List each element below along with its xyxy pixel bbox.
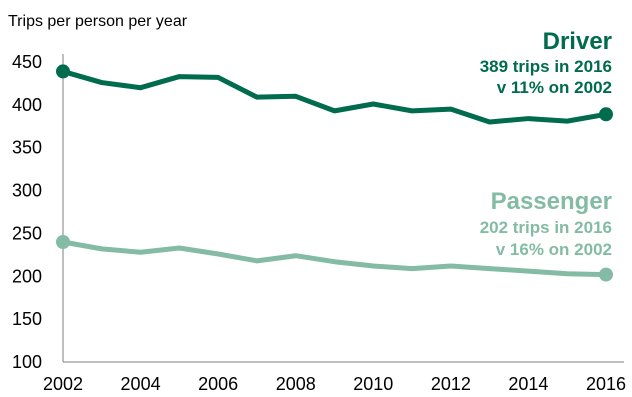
x-tick-label: 2004 bbox=[121, 374, 161, 394]
y-tick-label: 350 bbox=[12, 138, 42, 158]
driver-trips-note: 389 trips in 2016 bbox=[480, 57, 612, 76]
x-tick-label: 2002 bbox=[43, 374, 83, 394]
y-tick-label: 250 bbox=[12, 223, 42, 243]
x-tick-label: 2010 bbox=[353, 374, 393, 394]
y-tick-label: 100 bbox=[12, 352, 42, 372]
x-tick-label: 2016 bbox=[586, 374, 626, 394]
y-tick-label: 450 bbox=[12, 52, 42, 72]
passenger-trips-note: 202 trips in 2016 bbox=[480, 218, 612, 237]
y-tick-label: 150 bbox=[12, 309, 42, 329]
y-axis-title: Trips per person per year bbox=[8, 13, 188, 30]
driver-endpoint-marker bbox=[599, 107, 613, 122]
passenger-series-line bbox=[60, 239, 609, 278]
passenger-change-note: v 16% on 2002 bbox=[496, 240, 612, 259]
x-tick-label: 2008 bbox=[276, 374, 316, 394]
y-tick-label: 200 bbox=[12, 266, 42, 286]
series-layer bbox=[56, 64, 613, 282]
passenger-label: Passenger bbox=[491, 188, 612, 215]
driver-label: Driver bbox=[543, 28, 612, 55]
x-axis-ticks: 2002 2004 2006 2008 2010 2012 2014 2016 bbox=[43, 374, 626, 394]
passenger-endpoint-marker bbox=[56, 235, 70, 249]
x-tick-label: 2014 bbox=[508, 374, 548, 394]
passenger-endpoint-marker bbox=[599, 267, 613, 282]
passenger-annotation: Passenger 202 trips in 2016 v 16% on 200… bbox=[480, 188, 612, 259]
x-tick-label: 2006 bbox=[198, 374, 238, 394]
y-tick-label: 400 bbox=[12, 95, 42, 115]
driver-endpoint-marker bbox=[56, 64, 70, 79]
y-axis-ticks: 100 150 200 250 300 350 400 450 bbox=[12, 52, 42, 372]
y-tick-label: 300 bbox=[12, 181, 42, 201]
driver-series-line bbox=[60, 68, 609, 125]
driver-annotation: Driver 389 trips in 2016 v 11% on 2002 bbox=[480, 28, 612, 97]
x-tick-label: 2012 bbox=[431, 374, 471, 394]
driver-change-note: v 11% on 2002 bbox=[497, 78, 612, 97]
